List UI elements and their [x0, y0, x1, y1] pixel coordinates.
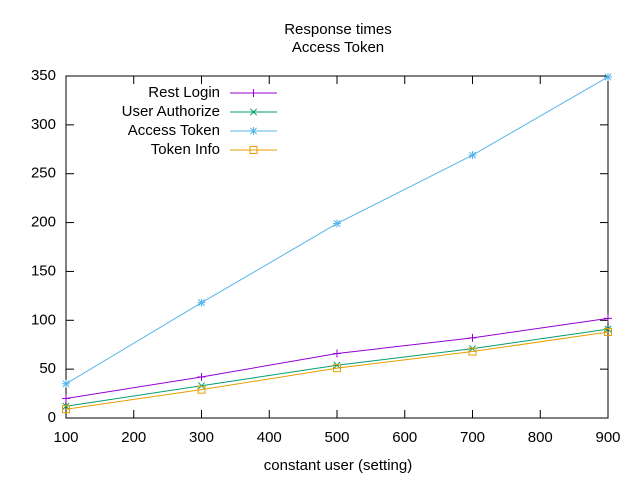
y-tick-label: 50 — [39, 360, 56, 377]
legend-label: Access Token — [128, 122, 220, 139]
legend-label: Rest Login — [148, 84, 220, 101]
point-marker — [249, 127, 258, 135]
marker-stroke — [62, 380, 70, 388]
y-tick-label: 0 — [48, 409, 56, 426]
marker-stroke — [249, 146, 258, 154]
x-tick-label: 800 — [528, 429, 553, 446]
point-marker — [197, 385, 206, 394]
point-marker — [249, 89, 258, 97]
point-marker — [468, 347, 477, 356]
x-tick-label: 500 — [324, 429, 349, 446]
x-axis-label: constant user (setting) — [264, 457, 412, 474]
x-tick-label: 300 — [189, 429, 214, 446]
marker-stroke — [604, 73, 612, 81]
y-tick-label: 200 — [31, 214, 56, 231]
point-marker — [604, 314, 612, 323]
marker-stroke — [62, 405, 70, 414]
point-marker — [333, 361, 341, 369]
series-line — [65, 331, 609, 410]
marker-stroke — [62, 402, 70, 410]
x-tick-label: 700 — [460, 429, 485, 446]
y-tick-label: 300 — [31, 116, 56, 133]
marker-stroke — [468, 151, 477, 159]
point-marker — [333, 219, 341, 228]
point-marker — [468, 151, 477, 160]
y-tick-label: 100 — [31, 311, 56, 328]
point-marker — [62, 405, 70, 414]
point-marker — [333, 364, 341, 373]
marker-stroke — [249, 108, 258, 116]
x-tick-label: 600 — [392, 429, 417, 446]
marker-stroke — [333, 361, 341, 369]
marker-stroke — [468, 347, 477, 356]
y-tick-label: 150 — [31, 262, 56, 279]
point-marker — [197, 372, 206, 381]
x-tick-label: 100 — [53, 429, 78, 446]
point-marker — [197, 298, 206, 307]
marker-stroke — [197, 385, 206, 394]
x-tick-label: 200 — [121, 429, 146, 446]
x-tick-label: 400 — [257, 429, 282, 446]
point-marker — [249, 146, 258, 154]
y-tick-label: 250 — [31, 165, 56, 182]
legend-label: Token Info — [151, 141, 220, 158]
point-marker — [604, 328, 612, 337]
series-line — [65, 317, 609, 399]
point-marker — [604, 325, 612, 333]
marker-stroke — [197, 299, 206, 307]
point-marker — [62, 394, 70, 403]
point-marker — [604, 72, 612, 81]
point-marker — [468, 333, 477, 342]
point-marker — [62, 379, 70, 388]
marker-stroke — [333, 219, 341, 228]
point-marker — [249, 108, 258, 116]
marker-stroke — [604, 328, 612, 337]
chart-subtitle: Access Token — [292, 39, 384, 56]
marker-stroke — [249, 127, 258, 135]
legend-label: User Authorize — [122, 103, 220, 120]
marker-stroke — [468, 345, 477, 353]
x-tick-label: 900 — [595, 429, 620, 446]
y-tick-label: 350 — [31, 67, 56, 84]
chart-title: Response times — [284, 21, 392, 38]
marker-stroke — [333, 364, 341, 373]
point-marker — [333, 349, 341, 358]
marker-stroke — [604, 325, 612, 333]
